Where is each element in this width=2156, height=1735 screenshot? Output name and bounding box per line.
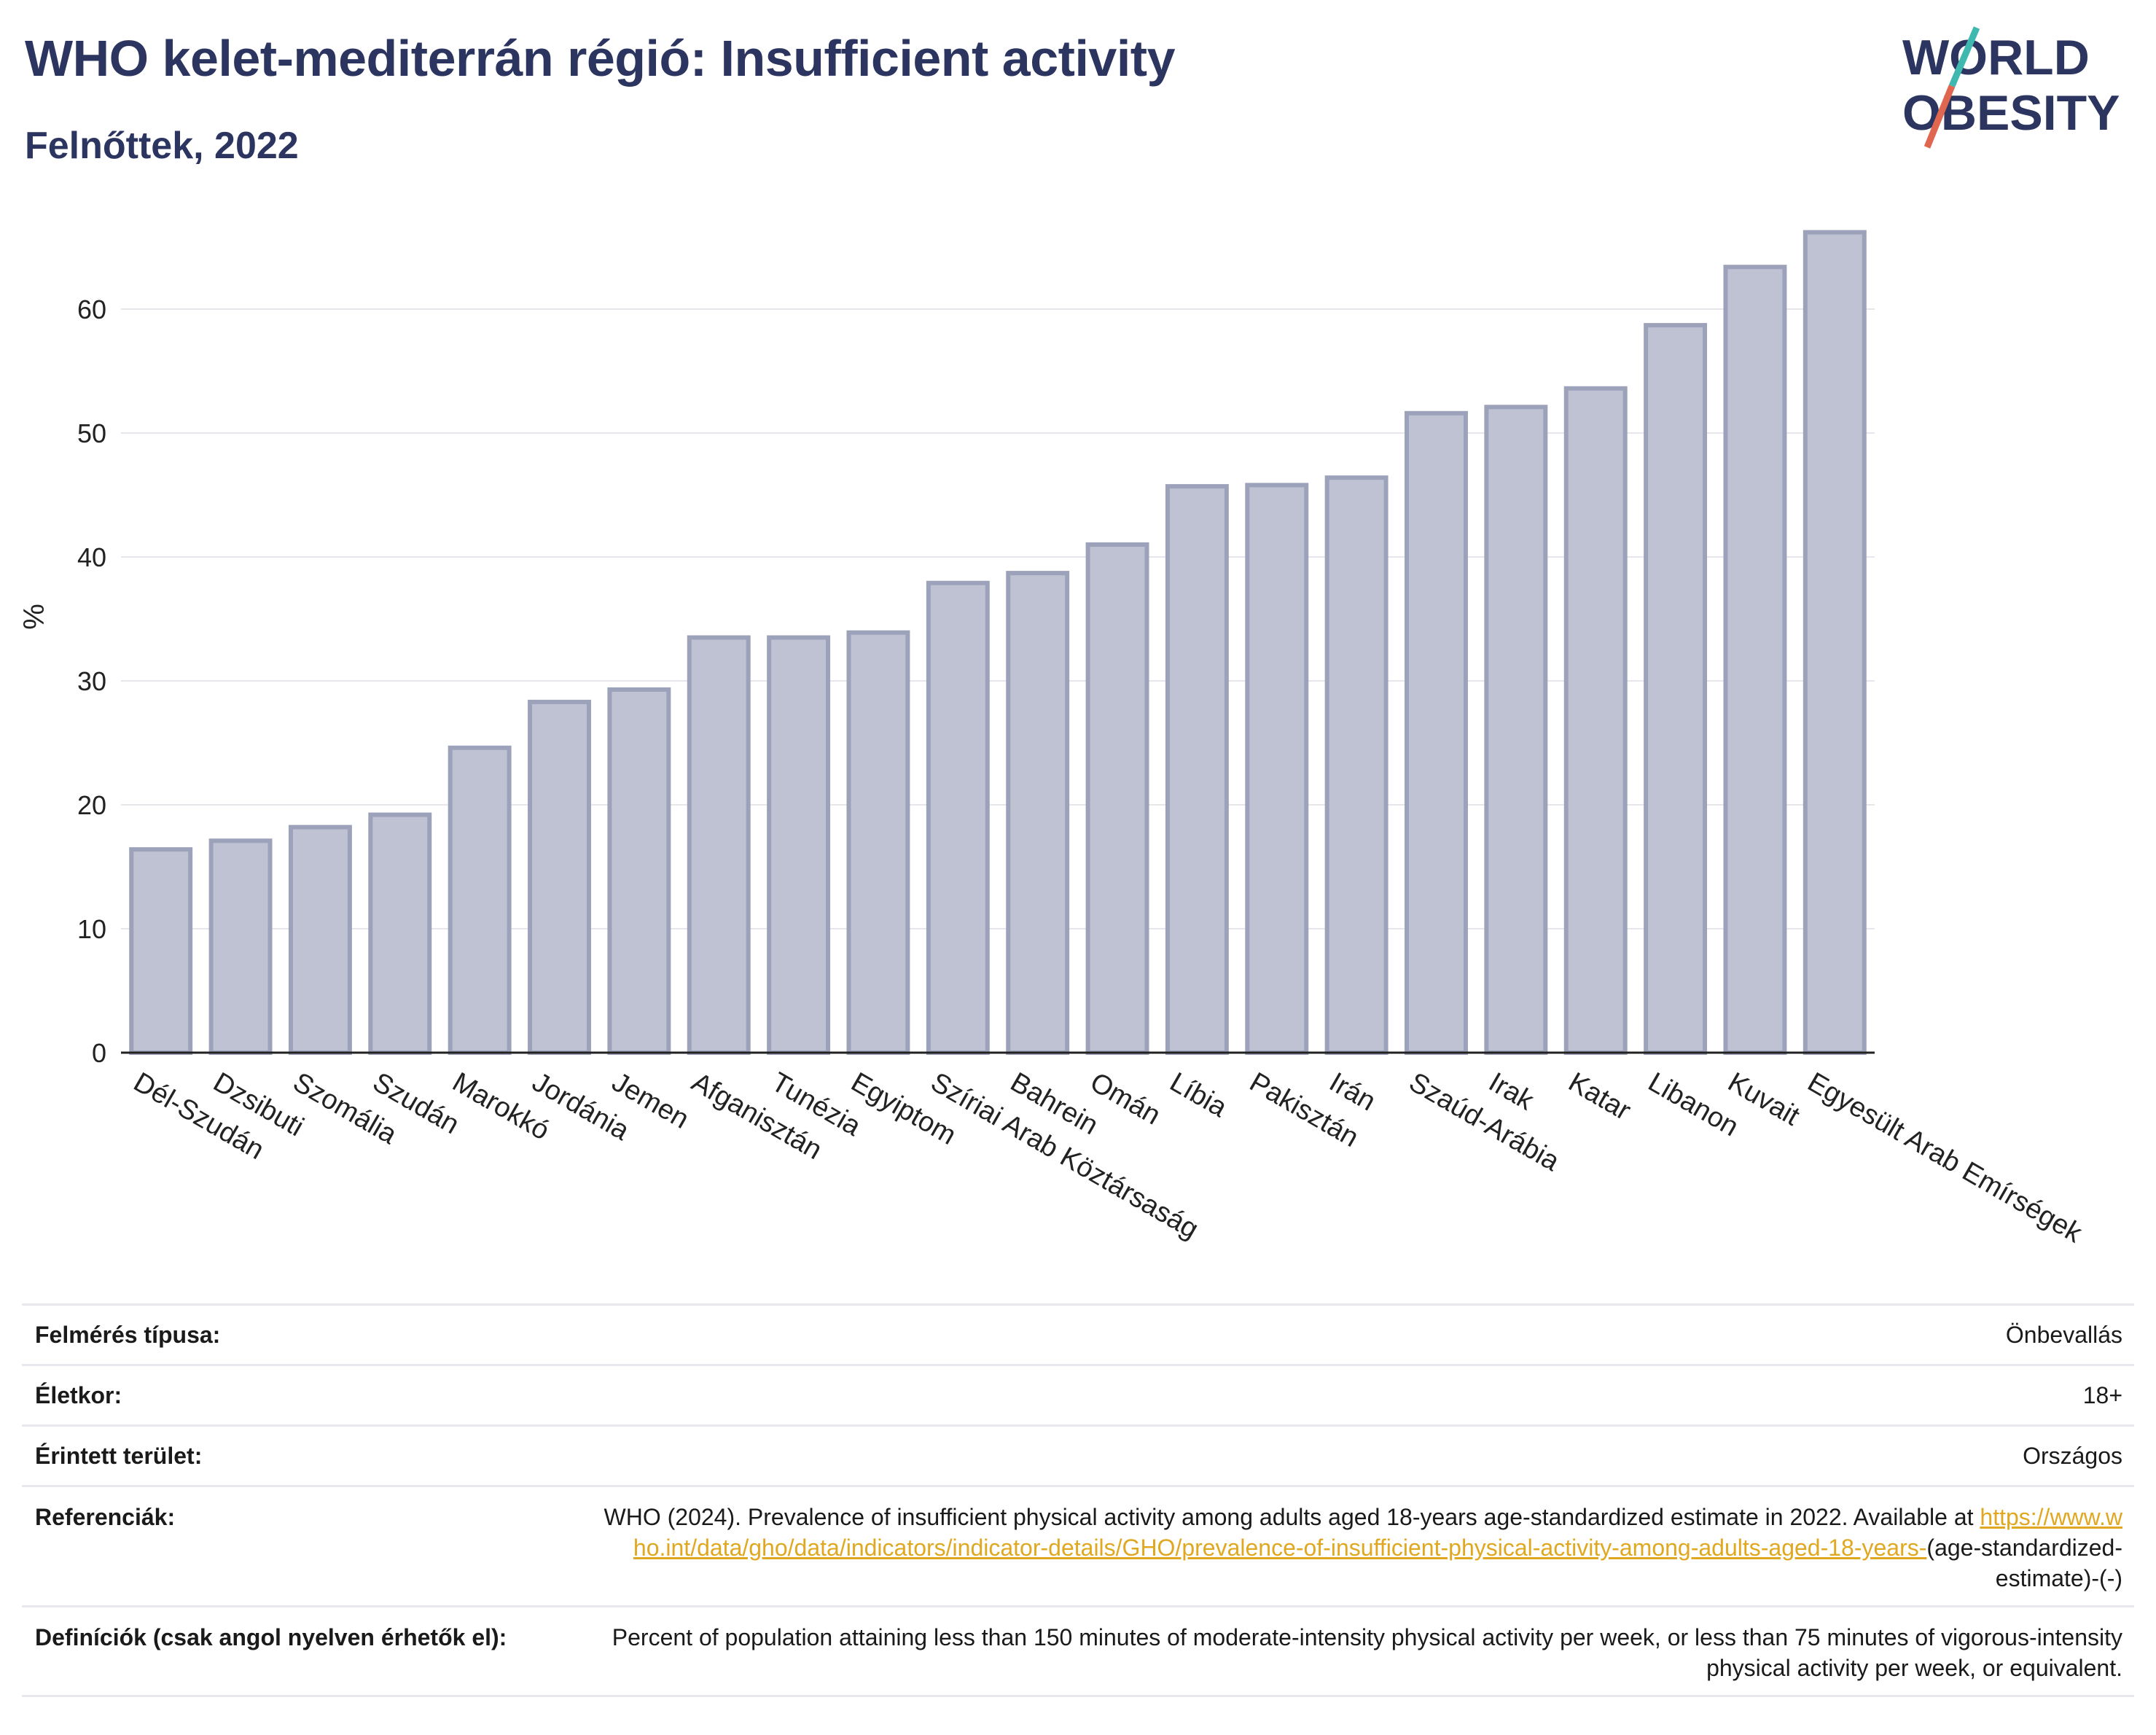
x-tick-label: Egyesült Arab Emírségek	[1802, 1067, 2087, 1249]
x-axis-ticks: Dél-SzudánDzsibutiSzomáliaSzudánMarokkóJ…	[128, 1067, 2087, 1249]
bar-1	[208, 838, 273, 1055]
x-tick-label: Libanon	[1643, 1067, 1743, 1142]
bar-8	[767, 635, 831, 1055]
chart-title: WHO kelet-mediterrán régió: Insufficient…	[25, 30, 1176, 87]
bar-17	[1484, 405, 1548, 1055]
bar-12	[1085, 542, 1149, 1055]
bar-6	[607, 687, 671, 1056]
bar-5	[528, 699, 591, 1056]
bar-9	[846, 630, 910, 1055]
age-value: 18+	[2082, 1382, 2122, 1408]
bars	[129, 230, 1867, 1056]
x-tick-label: Katar	[1563, 1067, 1636, 1126]
area-value: Országos	[2023, 1443, 2122, 1469]
definitions-label: Definíciók (csak angol nyelven érhetők e…	[35, 1624, 507, 1650]
references-link[interactable]: https://www.who.int/data/gho/data/indica…	[633, 1504, 2122, 1561]
x-tick-label: Szaúd-Arábia	[1404, 1067, 1565, 1177]
survey-label: Felmérés típusa:	[35, 1322, 221, 1348]
logo-slash-teal	[1948, 26, 1980, 87]
y-tick-label: 30	[77, 666, 106, 696]
meta-row-age: Életkor: 18+	[22, 1364, 2134, 1424]
bar-0	[129, 847, 193, 1055]
y-axis-label: %	[18, 604, 50, 630]
bar-11	[1006, 571, 1070, 1055]
meta-row-area: Érintett terület: Országos	[22, 1424, 2134, 1485]
meta-row-definitions: Definíciók (csak angol nyelven érhetők e…	[22, 1605, 2134, 1697]
chart-subtitle: Felnőttek, 2022	[25, 125, 299, 167]
bar-13	[1165, 484, 1229, 1056]
world-obesity-logo: WORLD OBESITY	[1902, 26, 2120, 149]
y-axis-ticks: 0 10 20 30 40 50 60	[77, 295, 106, 1068]
area-label: Érintett terület:	[35, 1443, 203, 1469]
y-tick-label: 20	[77, 790, 106, 820]
meta-row-survey: Felmérés típusa: Önbevallás	[22, 1303, 2134, 1364]
references-tail: (age-standardized-estimate)-(-)	[1926, 1535, 2122, 1591]
y-tick-label: 10	[77, 914, 106, 944]
bar-15	[1324, 475, 1388, 1055]
survey-value: Önbevallás	[2005, 1322, 2122, 1348]
references-value: WHO (2024). Prevalence of insufficient p…	[592, 1502, 2134, 1594]
meta-row-references: Referenciák: WHO (2024). Prevalence of i…	[22, 1485, 2134, 1605]
y-tick-label: 50	[77, 418, 106, 448]
bar-20	[1723, 265, 1787, 1056]
x-tick-label: Líbia	[1165, 1067, 1233, 1123]
definitions-value: Percent of population attaining less tha…	[612, 1624, 2122, 1681]
y-tick-label: 40	[77, 542, 106, 572]
metadata-table: Felmérés típusa: Önbevallás Életkor: 18+…	[22, 1303, 2134, 1697]
bar-14	[1245, 483, 1309, 1055]
references-label: Referenciák:	[35, 1504, 176, 1530]
bar-18	[1563, 386, 1628, 1055]
bar-2	[288, 824, 352, 1055]
logo-line1: WORLD	[1902, 30, 2090, 85]
bar-21	[1802, 230, 1867, 1056]
y-tick-label: 60	[77, 295, 106, 324]
y-tick-label: 0	[92, 1038, 106, 1068]
references-text: WHO (2024). Prevalence of insufficient p…	[604, 1504, 1974, 1530]
age-label: Életkor:	[35, 1382, 122, 1408]
logo-slash-red	[1923, 85, 1956, 149]
bar-chart: 0 10 20 30 40 50 60 Dél-SzudánDzsibutiSzomália…	[18, 230, 2087, 1249]
bar-7	[687, 635, 751, 1055]
bar-3	[368, 812, 432, 1055]
bar-19	[1644, 323, 1708, 1056]
bar-10	[926, 580, 990, 1055]
bar-16	[1405, 410, 1468, 1055]
bar-4	[448, 745, 512, 1055]
